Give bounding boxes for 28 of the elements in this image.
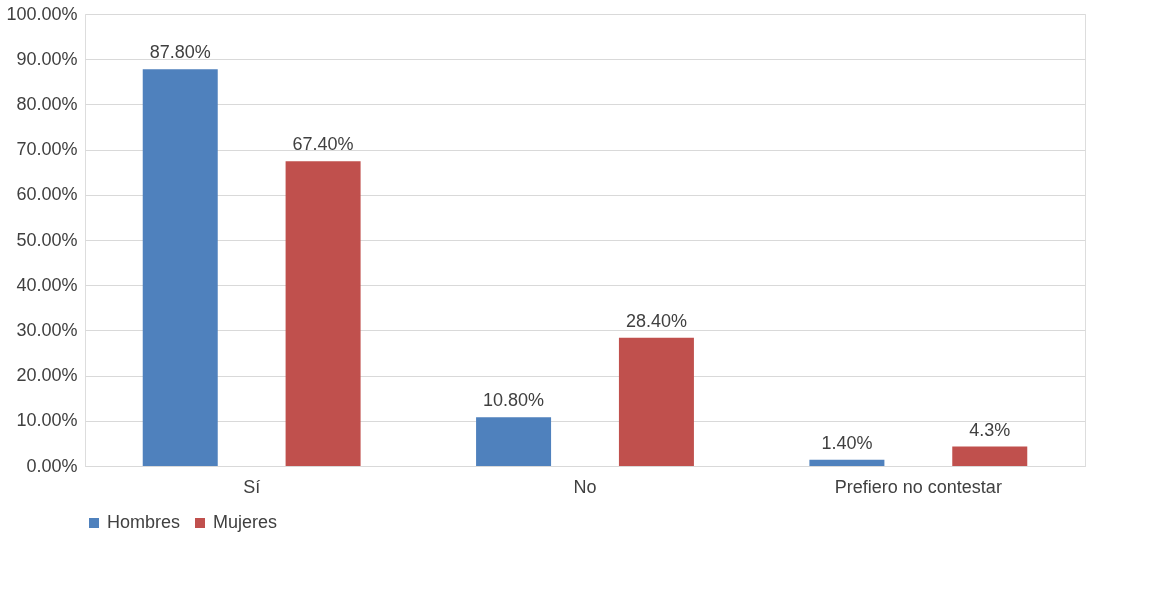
y-tick-label: 10.00% xyxy=(16,410,78,431)
bar xyxy=(476,417,552,466)
y-tick-label: 30.00% xyxy=(16,319,78,340)
y-tick-label: 0.00% xyxy=(26,455,78,476)
x-tick-label: No xyxy=(573,476,597,497)
x-tick-label: Sí xyxy=(243,476,261,497)
data-label: 87.80% xyxy=(149,42,211,63)
legend-label: Hombres xyxy=(107,512,181,532)
data-label: 1.40% xyxy=(821,432,873,453)
y-tick-label: 40.00% xyxy=(16,274,78,295)
data-label: 4.3% xyxy=(969,419,1011,440)
bar xyxy=(809,459,885,466)
y-tick-label: 70.00% xyxy=(16,139,78,160)
x-tick-label: Prefiero no contestar xyxy=(834,476,1002,497)
y-tick-label: 60.00% xyxy=(16,184,78,205)
y-tick-label: 20.00% xyxy=(16,365,78,386)
y-tick-label: 100.00% xyxy=(6,3,78,24)
bar xyxy=(618,337,694,466)
data-label: 28.40% xyxy=(625,310,687,331)
data-label: 67.40% xyxy=(292,134,354,155)
y-tick-label: 80.00% xyxy=(16,93,78,114)
data-label: 10.80% xyxy=(483,390,545,411)
bar xyxy=(142,69,218,466)
y-tick-label: 90.00% xyxy=(16,48,78,69)
y-tick-label: 50.00% xyxy=(16,229,78,250)
bar xyxy=(952,446,1028,466)
bar xyxy=(285,161,361,466)
legend-label: Mujeres xyxy=(213,512,278,532)
